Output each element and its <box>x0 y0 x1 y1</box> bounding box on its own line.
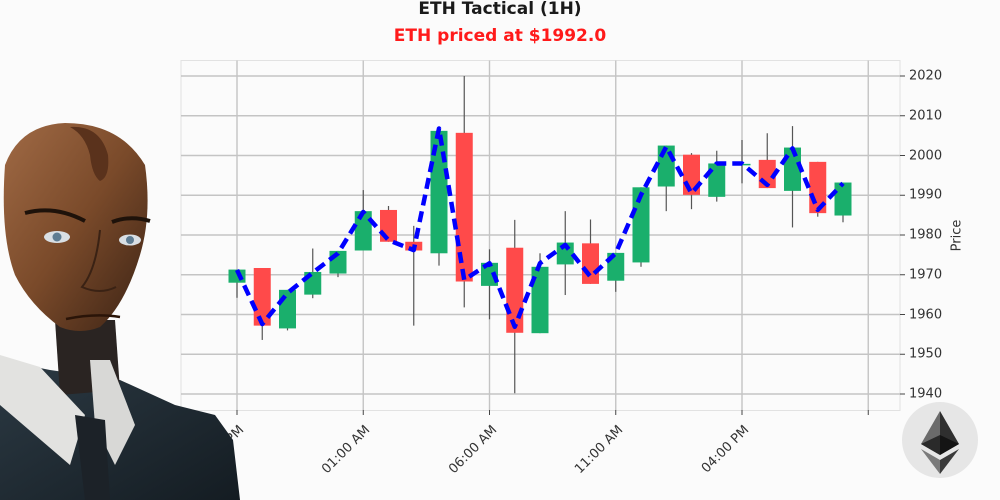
axis-ticks <box>236 75 905 415</box>
y-tick-label: 2010 <box>909 108 943 124</box>
y-tick-label: 1940 <box>909 386 943 402</box>
price-subtitle: ETH priced at $1992.0 <box>393 26 607 46</box>
candle-up <box>834 182 852 223</box>
y-tick-label: 2020 <box>909 68 943 84</box>
y-axis-label: Price <box>949 219 965 252</box>
y-tick-label: 1990 <box>909 187 943 203</box>
y-tick-label: 1950 <box>909 346 943 362</box>
android-businessman-icon <box>0 123 240 500</box>
candle-up <box>632 187 650 267</box>
candle-up <box>279 289 296 331</box>
y-tick-label: 2000 <box>909 148 943 163</box>
chart-title: ETH Tactical (1H) <box>418 0 582 19</box>
candle-down <box>253 267 271 340</box>
y-tick-label: 1980 <box>909 227 943 243</box>
trend-line <box>234 126 845 330</box>
y-tick-label: 1970 <box>909 267 943 283</box>
ethereum-logo-icon <box>902 402 978 478</box>
candle-up <box>354 190 372 251</box>
grid-lines <box>181 60 900 410</box>
y-tick-label: 1960 <box>909 307 943 322</box>
